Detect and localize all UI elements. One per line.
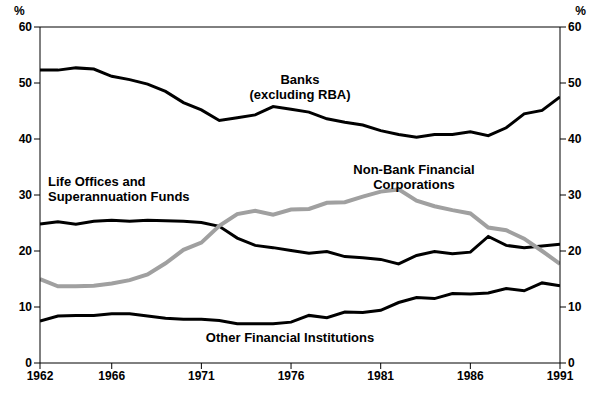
html-text:Banks: Banks: [280, 72, 320, 87]
svg-text:20: 20: [19, 244, 33, 258]
html-text:(excluding RBA): (excluding RBA): [249, 87, 351, 102]
svg-text:0: 0: [25, 356, 32, 370]
svg-text:1971: 1971: [188, 369, 215, 383]
html-text:Life Offices and: Life Offices and: [48, 174, 146, 189]
svg-text:10: 10: [19, 300, 33, 314]
svg-text:0: 0: [568, 356, 575, 370]
svg-text:60: 60: [19, 20, 33, 34]
html-text:Other Financial Institutions: Other Financial Institutions: [205, 330, 375, 345]
svg-text:30: 30: [19, 188, 33, 202]
svg-text:60: 60: [568, 20, 582, 34]
svg-text:1962: 1962: [27, 369, 54, 383]
svg-text:40: 40: [19, 132, 33, 146]
svg-text:1966: 1966: [98, 369, 125, 383]
html-text:Non-Bank Financial: Non-Bank Financial: [353, 162, 475, 177]
svg-text:30: 30: [568, 188, 582, 202]
svg-text:1991: 1991: [547, 369, 574, 383]
svg-text:10: 10: [568, 300, 582, 314]
svg-text:1986: 1986: [457, 369, 484, 383]
svg-text:1976: 1976: [278, 369, 305, 383]
svg-text:50: 50: [19, 76, 33, 90]
html-text:Corporations: Corporations: [373, 177, 455, 192]
svg-text:20: 20: [568, 244, 582, 258]
html-text:Superannuation Funds: Superannuation Funds: [48, 189, 190, 204]
svg-text:1981: 1981: [367, 369, 394, 383]
svg-text:50: 50: [568, 76, 582, 90]
svg-text:40: 40: [568, 132, 582, 146]
